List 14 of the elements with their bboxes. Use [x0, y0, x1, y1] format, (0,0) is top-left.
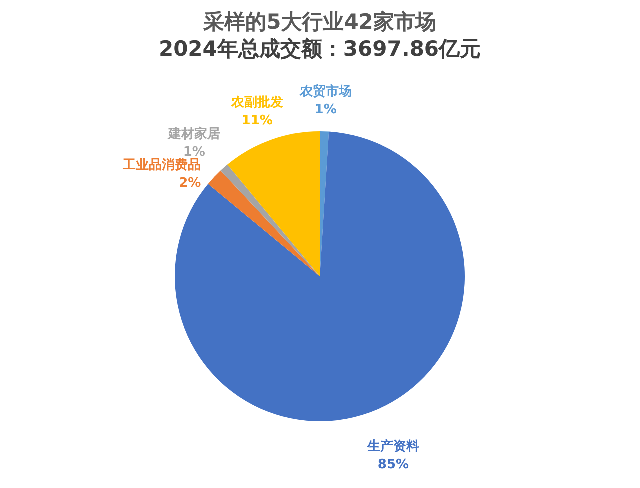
slice-label: 工业品消费品	[122, 158, 202, 173]
chart-title: 采样的5大行业42家市场	[202, 10, 436, 34]
data-label: 11%	[242, 113, 273, 128]
slice-label: 农副批发	[230, 95, 284, 110]
pie-slice	[228, 132, 320, 276]
data-label: 85%	[378, 457, 410, 472]
slice-label: 农贸市场	[298, 84, 352, 100]
data-label: 1%	[314, 102, 337, 118]
slice-label: 建材家居	[167, 126, 220, 142]
chart-subtitle: 2024年总成交额：3697.86亿元	[158, 37, 482, 61]
pie-slice	[208, 170, 320, 276]
data-label: 2%	[179, 176, 202, 191]
slice-label: 生产资料	[366, 438, 420, 454]
pie-slice	[220, 164, 320, 276]
